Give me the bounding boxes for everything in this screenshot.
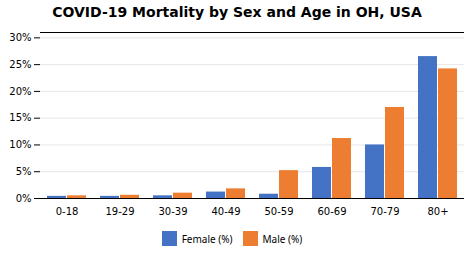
svg-text:40-49: 40-49 xyxy=(211,206,240,217)
svg-text:0-18: 0-18 xyxy=(56,206,79,217)
html-text:Male (%): Male (%) xyxy=(262,231,303,246)
svg-text:15%: 15% xyxy=(9,112,31,123)
svg-text:70-79: 70-79 xyxy=(370,206,399,217)
svg-text:19-29: 19-29 xyxy=(105,206,134,217)
svg-text:20%: 20% xyxy=(9,86,31,97)
html-text:COVID-19 Mortality by Sex and: COVID-19 Mortality by Sex and Age in OH,… xyxy=(52,4,422,20)
svg-text:5%: 5% xyxy=(16,166,32,177)
svg-text:0%: 0% xyxy=(16,193,32,204)
svg-text:50-59: 50-59 xyxy=(264,206,293,217)
svg-text:10%: 10% xyxy=(9,139,31,150)
svg-text:30%: 30% xyxy=(9,32,31,43)
svg-text:60-69: 60-69 xyxy=(317,206,346,217)
svg-text:25%: 25% xyxy=(9,59,31,70)
svg-text:80+: 80+ xyxy=(427,206,448,217)
svg-text:30-39: 30-39 xyxy=(158,206,187,217)
html-text:Female (%): Female (%) xyxy=(181,231,233,246)
